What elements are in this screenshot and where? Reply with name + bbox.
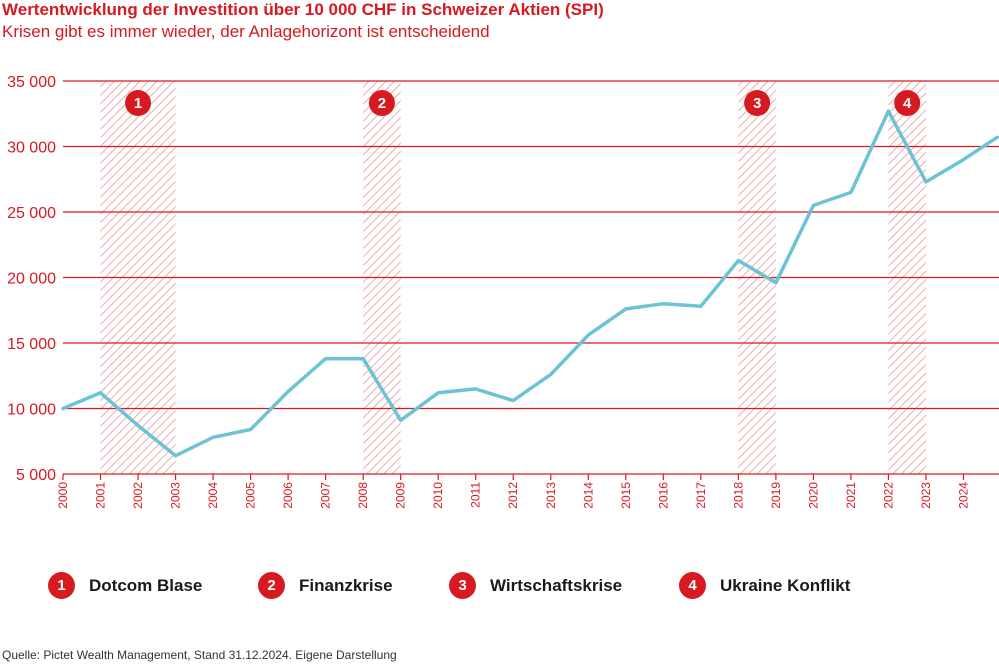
x-tick-label: 2011	[469, 482, 483, 508]
data-point	[811, 203, 815, 207]
legend-badge: 4	[679, 572, 706, 599]
legend-label: Wirtschaftskrise	[490, 575, 623, 595]
data-point	[699, 304, 703, 308]
data-point	[661, 302, 665, 306]
y-tick-label: 15 000	[7, 336, 56, 353]
y-tick-label: 30 000	[7, 140, 56, 157]
y-tick-label: 20 000	[7, 271, 56, 288]
x-tick-label: 2021	[844, 482, 858, 509]
data-point	[624, 307, 628, 311]
legend-item-wirtschaftskrise: 3 Wirtschaftskrise	[449, 572, 622, 599]
x-tick-label: 2006	[281, 482, 295, 509]
source-note: Quelle: Pictet Wealth Management, Stand …	[2, 648, 397, 662]
x-tick-label: 2005	[244, 482, 258, 509]
x-tick-label: 2018	[731, 482, 745, 509]
data-point	[774, 281, 778, 285]
legend-item-ukraine-konflikt: 4 Ukraine Konflikt	[679, 572, 850, 599]
data-point	[886, 109, 890, 113]
x-tick-label: 2002	[131, 482, 145, 509]
crisis-badge-2	[368, 90, 395, 116]
y-tick-label: 35 000	[7, 74, 56, 91]
crisis-badge-4	[894, 90, 921, 116]
data-point	[361, 357, 365, 361]
data-point	[61, 407, 65, 410]
x-tick-label: 2016	[656, 482, 670, 509]
x-tick-label: 2012	[506, 482, 520, 509]
line-chart: 5 000 10 000 15 000 20 000 25 000 30 000 35 00…	[7, 74, 999, 509]
x-tick-label: 2014	[581, 482, 595, 509]
x-tick-label: 2001	[94, 482, 108, 509]
chart-title: Wertentwicklung der Investition über 10 …	[2, 0, 604, 19]
x-tick-label: 2009	[394, 482, 408, 509]
data-point	[174, 454, 178, 458]
data-point	[586, 333, 590, 337]
x-tick-label: 2024	[956, 482, 970, 509]
x-tick-label: 2000	[56, 482, 70, 509]
x-tick-label: 2023	[919, 482, 933, 509]
crisis-badge-label: 2	[378, 95, 386, 112]
chart-subtitle: Krisen gibt es immer wieder, der Anlageh…	[2, 22, 490, 41]
data-point	[211, 435, 215, 439]
x-tick-label: 2004	[206, 482, 220, 509]
data-point	[849, 190, 853, 194]
x-tick-label: 2022	[881, 482, 895, 509]
data-point	[399, 418, 403, 422]
crisis-badge-label: 1	[134, 95, 142, 112]
x-tick-label: 2017	[694, 482, 708, 509]
data-point	[286, 389, 290, 393]
legend-label: Finanzkrise	[299, 575, 393, 595]
x-tick-label: 2013	[544, 482, 558, 509]
data-point	[736, 258, 740, 262]
data-point	[249, 427, 253, 431]
crisis-badge-3	[744, 90, 771, 116]
legend-item-dotcom: 1 Dotcom Blase	[48, 572, 202, 599]
crisis-badge-1	[125, 90, 152, 116]
legend-badge: 2	[258, 572, 285, 599]
y-tick-label: 5 000	[16, 467, 56, 484]
x-tick-label: 2003	[169, 482, 183, 509]
data-point	[549, 372, 553, 376]
x-tick-label: 2019	[769, 482, 783, 509]
crisis-badge-label: 3	[753, 95, 761, 112]
legend-item-finanzkrise: 2 Finanzkrise	[258, 572, 393, 599]
legend-badge: 3	[449, 572, 476, 599]
data-point	[136, 424, 140, 428]
legend-badge: 1	[48, 572, 75, 599]
x-tick-label: 2015	[619, 482, 633, 509]
data-point	[924, 180, 928, 184]
data-point	[995, 135, 999, 139]
y-tick-label: 10 000	[7, 402, 56, 419]
data-point	[436, 391, 440, 395]
data-point	[324, 357, 328, 361]
y-tick-label: 25 000	[7, 205, 56, 222]
x-tick-label: 2020	[806, 482, 820, 509]
series-line-spi	[61, 109, 999, 458]
data-point	[474, 387, 478, 391]
x-tick-label: 2007	[319, 482, 333, 509]
crisis-badge-label: 4	[903, 95, 912, 112]
data-point	[511, 399, 515, 403]
data-point	[961, 158, 965, 162]
x-tick-label: 2008	[356, 482, 370, 509]
data-point	[99, 391, 103, 395]
legend-label: Ukraine Konflikt	[720, 575, 851, 595]
legend-label: Dotcom Blase	[89, 575, 203, 595]
x-tick-label: 2010	[431, 482, 445, 509]
chart-legend: 1 Dotcom Blase 2 Finanzkrise 3 Wirtschaf…	[0, 572, 999, 600]
